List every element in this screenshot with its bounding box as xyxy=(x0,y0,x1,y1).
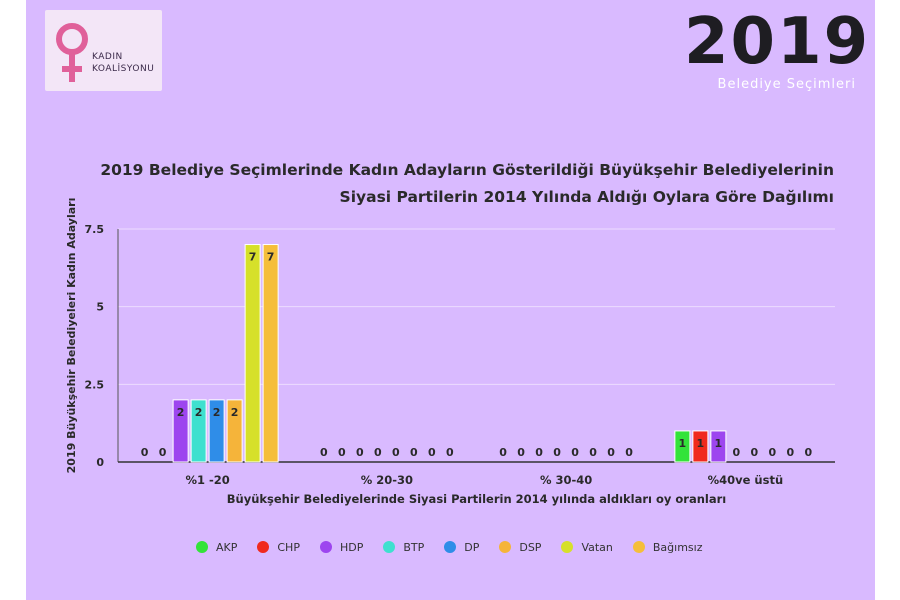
chart-background xyxy=(26,0,875,600)
legend-item-btp[interactable]: BTP xyxy=(383,541,424,554)
legend-label: Vatan xyxy=(581,540,613,554)
x-tick-label: %40ve üstü xyxy=(708,473,784,487)
data-label: 0 xyxy=(589,446,597,459)
bar-bağımsız xyxy=(262,244,279,463)
data-label: 0 xyxy=(751,446,759,459)
y-tick-label: 0 xyxy=(96,456,104,469)
banner-subtitle: Belediye Seçimleri xyxy=(717,77,856,92)
legend-label: CHP xyxy=(277,540,300,554)
kadin-koalisyonu-logo xyxy=(45,10,162,91)
legend-swatch-icon xyxy=(257,541,270,553)
bar-dp xyxy=(208,399,225,463)
data-label: 0 xyxy=(787,446,795,459)
legend-item-dp[interactable]: DP xyxy=(444,541,479,554)
legend-swatch-icon xyxy=(383,541,396,553)
data-label: 0 xyxy=(517,446,525,459)
x-tick-label: % 20-30 xyxy=(361,473,413,487)
y-tick-label: 2.5 xyxy=(85,378,105,391)
data-label: 0 xyxy=(499,446,507,459)
logo-text-line1: KADIN xyxy=(92,52,123,62)
legend-swatch-icon xyxy=(561,541,574,553)
data-label: 2 xyxy=(231,406,239,419)
legend-item-bağımsız[interactable]: Bağımsız xyxy=(632,540,703,554)
legend-label: BTP xyxy=(403,540,425,554)
data-label: 0 xyxy=(159,446,167,459)
x-axis-label: Büyükşehir Belediyelerinde Siyasi Partil… xyxy=(227,492,727,506)
data-label: 2 xyxy=(213,406,221,419)
bar-hdp xyxy=(172,399,189,463)
legend-label: Bağımsız xyxy=(652,540,703,554)
data-label: 0 xyxy=(805,446,813,459)
bar-dsp xyxy=(226,399,243,463)
data-label: 0 xyxy=(410,446,418,459)
legend-item-akp[interactable]: AKP xyxy=(196,541,237,554)
data-label: 0 xyxy=(553,446,561,459)
data-label: 2 xyxy=(177,406,185,419)
data-label: 0 xyxy=(446,446,454,459)
legend-swatch-icon xyxy=(499,541,512,553)
y-tick-label: 7.5 xyxy=(85,223,105,236)
data-label: 0 xyxy=(535,446,543,459)
bar-hdp xyxy=(710,430,727,463)
data-label: 0 xyxy=(625,446,633,459)
data-label: 7 xyxy=(267,251,275,264)
legend-swatch-icon xyxy=(196,541,208,553)
legend-label: DSP xyxy=(519,540,542,554)
data-label: 0 xyxy=(320,446,328,459)
legend-item-dsp[interactable]: DSP xyxy=(499,541,541,554)
legend-swatch-icon xyxy=(632,541,645,553)
y-tick-label: 5 xyxy=(96,301,104,314)
data-label: 1 xyxy=(679,437,687,450)
bar-vatan xyxy=(244,244,261,463)
data-label: 0 xyxy=(733,446,741,459)
chart-title-line2: Siyasi Partilerin 2014 Yılında Aldığı Oy… xyxy=(339,188,834,206)
logo-text: KADIN KOALİSYONU xyxy=(92,51,154,75)
logo-text-line2: KOALİSYONU xyxy=(92,64,155,74)
legend-swatch-icon xyxy=(319,541,332,553)
data-label: 7 xyxy=(249,251,257,264)
venus-symbol-icon xyxy=(56,23,88,82)
data-label: 2 xyxy=(195,406,203,419)
legend-swatch-icon xyxy=(444,541,457,553)
chart-title-line1: 2019 Belediye Seçimlerinde Kadın Adaylar… xyxy=(100,161,834,179)
bar-akp xyxy=(674,430,691,463)
year-heading: 2019 xyxy=(684,5,871,79)
bar-chp xyxy=(692,430,709,463)
legend-item-chp[interactable]: CHP xyxy=(257,541,300,554)
data-label: 0 xyxy=(607,446,615,459)
data-label: 0 xyxy=(141,446,149,459)
data-label: 0 xyxy=(338,446,346,459)
x-tick-label: %1 -20 xyxy=(185,473,229,487)
legend-item-hdp[interactable]: HDP xyxy=(319,540,364,554)
data-label: 0 xyxy=(571,446,579,459)
data-label: 0 xyxy=(769,446,777,459)
y-axis-label: 2019 Büyükşehir Belediyeleri Kadın Adayl… xyxy=(65,198,78,474)
data-label: 1 xyxy=(715,437,723,450)
data-label: 0 xyxy=(392,446,400,459)
legend-item-vatan[interactable]: Vatan xyxy=(561,540,613,554)
legend-label: DP xyxy=(464,540,480,554)
data-label: 0 xyxy=(374,446,382,459)
bar-btp xyxy=(190,399,207,463)
legend-label: AKP xyxy=(216,540,238,554)
x-tick-label: % 30-40 xyxy=(540,473,592,487)
data-label: 1 xyxy=(697,437,705,450)
data-label: 0 xyxy=(428,446,436,459)
data-label: 0 xyxy=(356,446,364,459)
chart-legend: AKP CHP HDP BTP DP DSP Vatan Bağımsız xyxy=(196,538,723,556)
legend-label: HDP xyxy=(339,540,364,554)
